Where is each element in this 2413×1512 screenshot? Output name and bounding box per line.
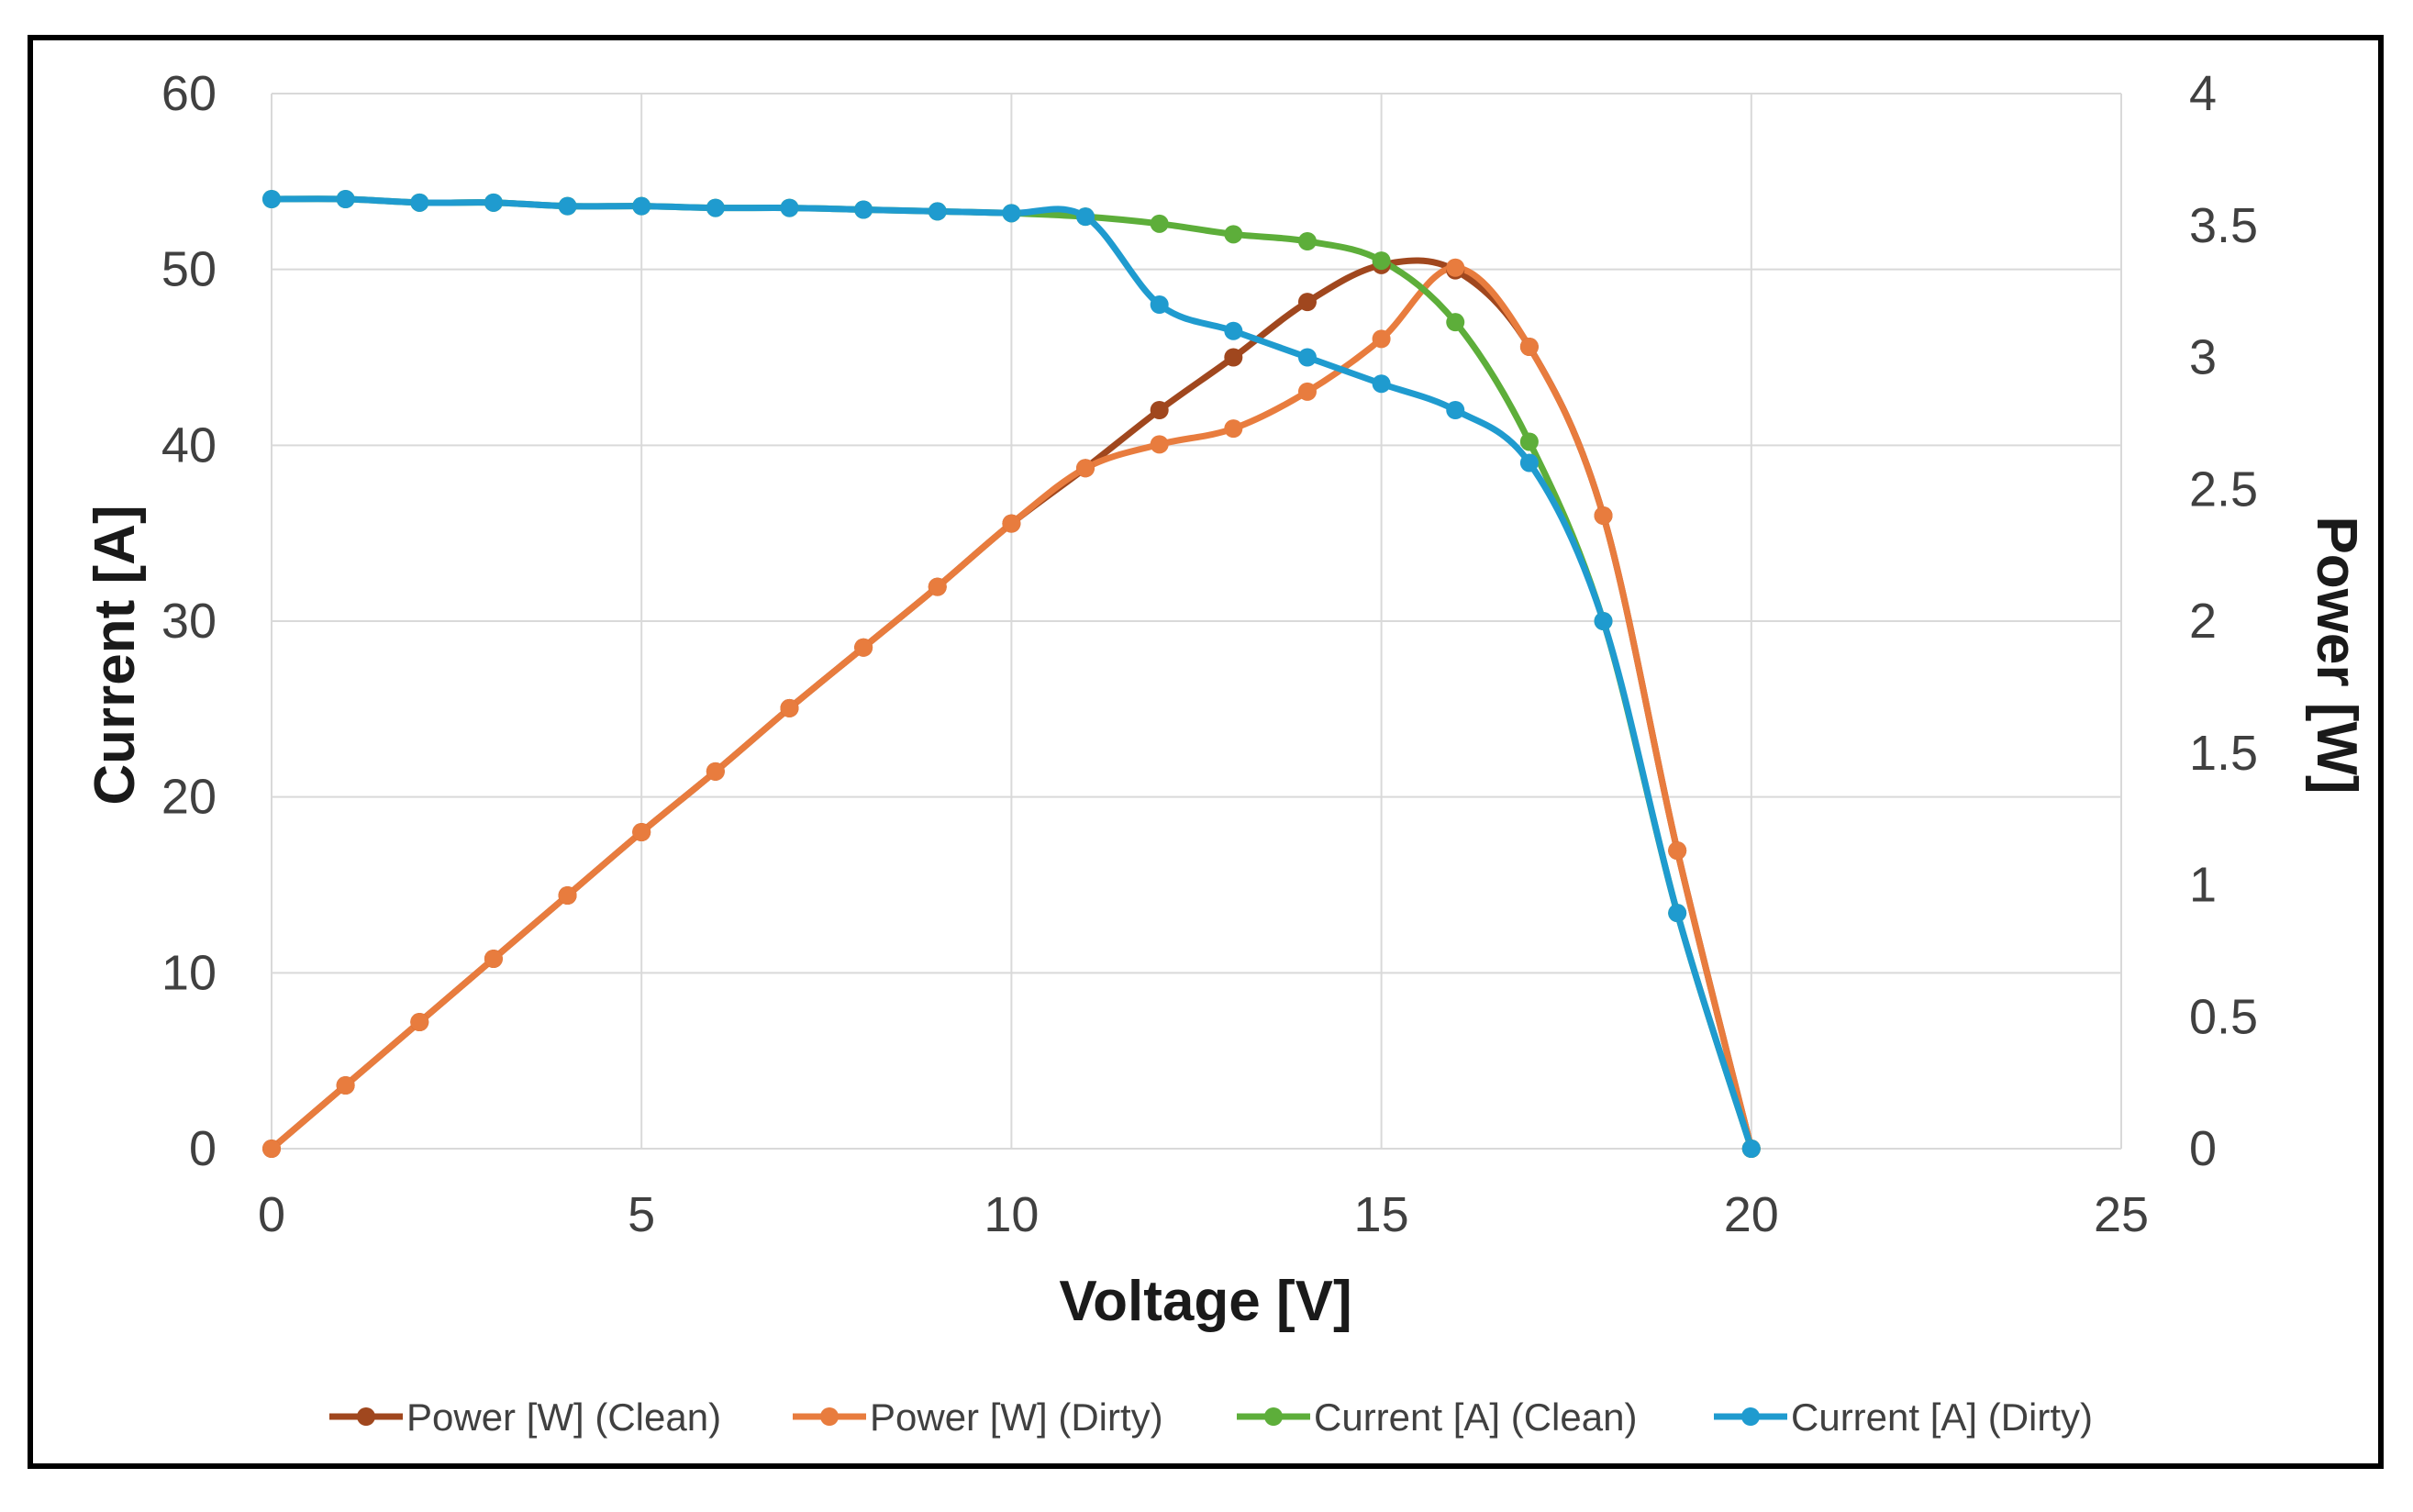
legend-swatch-marker [1264,1407,1283,1426]
legend-swatch-marker [820,1407,839,1426]
y2-tick-label: 4 [2189,66,2217,121]
data-point-current-a-dirty [1446,401,1465,419]
y-tick-label: 0 [189,1121,217,1176]
data-point-power-w-dirty [1002,514,1021,533]
data-point-power-w-dirty [706,762,725,781]
data-point-power-w-dirty [1668,841,1687,861]
y2-axis-title: Power [W] [2305,516,2368,794]
legend-item: Current [A] (Clean) [1237,1395,1637,1439]
data-point-current-a-dirty [262,190,281,208]
legend-item: Power [W] (Clean) [329,1395,721,1439]
data-point-power-w-clean [1150,401,1169,419]
data-point-current-a-clean [1224,225,1243,244]
data-point-current-a-clean [1297,232,1317,250]
data-point-current-a-dirty [632,196,651,216]
x-tick-label: 10 [984,1187,1039,1242]
legend-swatch-marker [1741,1407,1760,1426]
x-tick-label: 25 [2094,1187,2149,1242]
data-point-current-a-dirty [928,202,947,221]
data-point-current-a-clean [1446,313,1465,332]
data-point-current-a-dirty [558,196,577,216]
data-point-power-w-dirty [1446,258,1465,277]
data-point-current-a-dirty [1002,204,1021,223]
y-tick-label: 30 [161,594,217,649]
data-point-power-w-dirty [558,886,577,905]
y-axis-title: Current [A] [83,505,147,805]
y2-tick-label: 2.5 [2189,461,2258,517]
legend-item: Current [A] (Dirty) [1714,1395,2093,1439]
data-point-power-w-dirty [1372,329,1391,349]
data-point-current-a-dirty [1372,374,1391,394]
y-tick-label: 20 [161,770,217,825]
data-point-current-a-dirty [706,198,725,217]
x-tick-label: 5 [628,1187,655,1242]
y2-tick-label: 2 [2189,594,2217,649]
data-point-current-a-clean [1150,214,1169,233]
y2-tick-label: 0 [2189,1121,2217,1176]
data-point-current-a-dirty [1594,612,1613,630]
data-point-current-a-dirty [780,198,799,217]
data-point-power-w-dirty [928,577,947,596]
y-tick-label: 50 [161,242,217,297]
data-point-power-w-clean [1224,348,1243,367]
data-point-current-a-clean [1372,251,1391,271]
data-point-current-a-dirty [1076,207,1095,227]
data-point-current-a-dirty [1150,295,1169,314]
data-point-power-w-dirty [1150,435,1169,454]
y-tick-label: 60 [161,66,217,121]
data-point-power-w-dirty [1594,506,1613,525]
tick-labels: 0 5 10 15 20 25 0 10 20 30 40 50 60 0 0.5 1 1.5 2 2.5 3 3.5 4 [161,66,2258,1242]
data-point-current-a-dirty [1519,453,1539,472]
data-point-current-a-dirty [1224,321,1243,340]
data-point-current-a-dirty [1741,1140,1761,1158]
x-axis-title: Voltage [V] [1059,1270,1351,1333]
series-points [262,190,1761,1158]
data-point-power-w-dirty [484,950,503,968]
data-point-current-a-dirty [410,193,429,212]
legend-label: Power [W] (Dirty) [870,1395,1163,1439]
data-point-current-a-dirty [1668,904,1687,923]
data-point-power-w-dirty [1076,459,1095,478]
x-tick-label: 20 [1724,1187,1779,1242]
legend-item: Power [W] (Dirty) [793,1395,1163,1439]
data-point-power-w-dirty [780,698,799,717]
data-point-power-w-clean [1297,293,1317,312]
y2-tick-label: 1.5 [2189,726,2258,781]
data-point-power-w-dirty [1224,419,1243,439]
y-tick-label: 10 [161,945,217,1000]
y-tick-label: 40 [161,417,217,472]
legend-label: Power [W] (Clean) [406,1395,721,1439]
chart-canvas: 0 5 10 15 20 25 0 10 20 30 40 50 60 0 0.5 1 1.5 2 2.5 3 3.5 4… [83,66,2368,1439]
y2-tick-label: 1 [2189,858,2217,913]
data-point-power-w-dirty [336,1076,355,1095]
data-point-current-a-dirty [854,200,873,219]
y2-tick-label: 3 [2189,330,2217,385]
data-point-power-w-dirty [632,823,651,841]
legend: Power [W] (Clean) Power [W] (Dirty) Curren… [329,1395,2093,1439]
y2-tick-label: 0.5 [2189,989,2258,1044]
series-line-power-w-dirty [269,264,1755,1151]
data-point-power-w-dirty [1297,382,1317,401]
data-point-power-w-dirty [262,1140,281,1158]
data-point-power-w-dirty [854,638,873,657]
data-point-current-a-dirty [1297,348,1317,367]
chart-frame: 0 5 10 15 20 25 0 10 20 30 40 50 60 0 0.5 1 1.5 2 2.5 3 3.5 4… [28,35,2384,1469]
data-point-power-w-dirty [1519,338,1539,356]
x-tick-label: 0 [258,1187,285,1242]
legend-label: Current [A] (Clean) [1314,1395,1637,1439]
grid [271,93,2122,1150]
y2-tick-label: 3.5 [2189,198,2258,253]
legend-label: Current [A] (Dirty) [1791,1395,2093,1439]
data-point-power-w-dirty [410,1013,429,1031]
data-point-current-a-dirty [484,193,503,212]
x-tick-label: 15 [1354,1187,1409,1242]
data-point-current-a-clean [1519,432,1539,451]
data-point-current-a-dirty [336,190,355,208]
legend-swatch-marker [357,1407,375,1426]
